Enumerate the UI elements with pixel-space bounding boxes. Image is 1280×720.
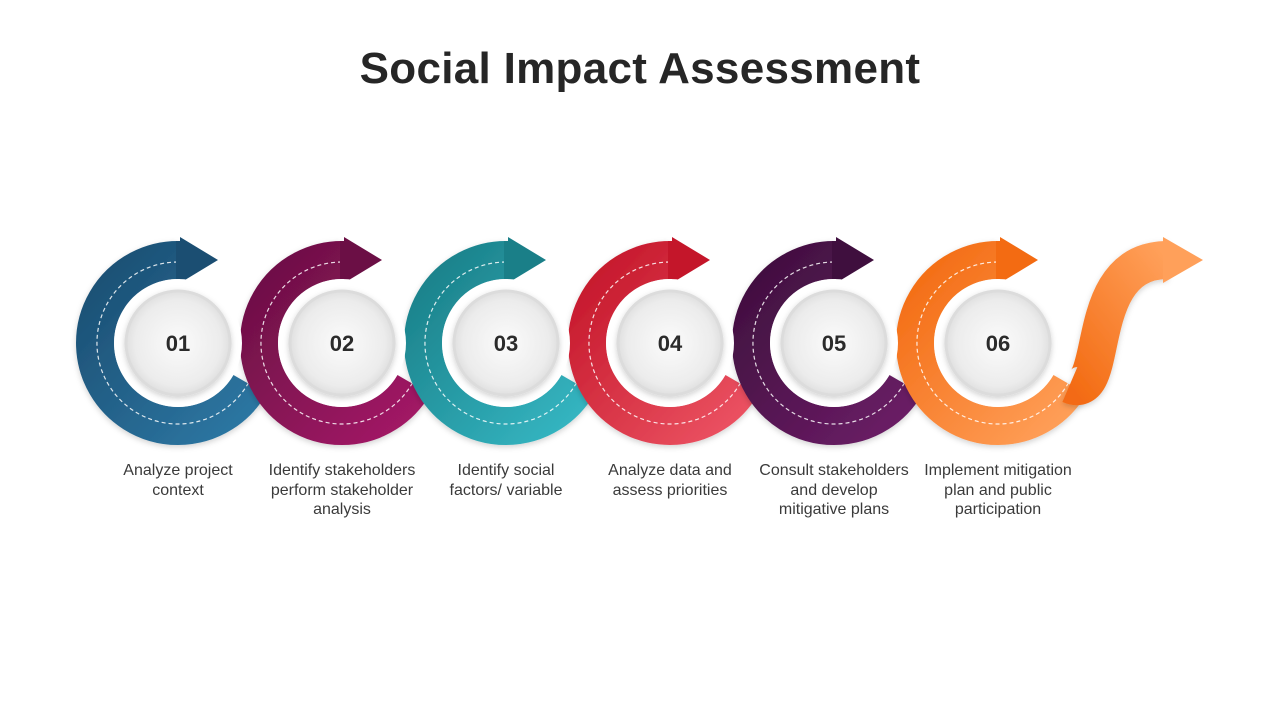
step-ring-01 <box>76 237 267 445</box>
arrow-head-icon <box>1163 237 1203 283</box>
step-number: 02 <box>330 331 354 356</box>
step-ring-04 <box>568 237 759 445</box>
final-arrow <box>1062 237 1203 405</box>
step-description: Implement mitigation plan and public par… <box>924 462 1072 518</box>
step-ring-03 <box>404 237 595 445</box>
step-number: 04 <box>658 331 683 356</box>
step-description: Identify social factors/ variable <box>449 462 563 499</box>
step-ring-02 <box>240 237 431 445</box>
step-ring-05 <box>732 237 923 445</box>
page-title: Social Impact Assessment <box>359 44 921 93</box>
arrow-head-icon <box>504 237 546 283</box>
step-ring-06 <box>896 237 1087 445</box>
step-badge-04: 04 <box>606 279 734 407</box>
step-badge-01: 01 <box>114 279 242 407</box>
step-badge-02: 02 <box>278 279 406 407</box>
arrow-head-icon <box>832 237 874 283</box>
step-number: 01 <box>166 331 190 356</box>
step-badge-06: 06 <box>934 279 1062 407</box>
step-description: Analyze project context <box>123 462 233 499</box>
step-badge-03: 03 <box>442 279 570 407</box>
step-description: Consult stakeholders and develop mitigat… <box>759 462 909 518</box>
step-description: Identify stakeholders perform stakeholde… <box>268 462 416 518</box>
step-description: Analyze data and assess priorities <box>608 462 732 499</box>
arrow-head-icon <box>996 237 1038 283</box>
step-number: 06 <box>986 331 1010 356</box>
step-number: 05 <box>822 331 846 356</box>
arrow-head-icon <box>668 237 710 283</box>
arrow-head-icon <box>176 237 218 283</box>
arrow-head-icon <box>340 237 382 283</box>
step-number: 03 <box>494 331 518 356</box>
step-badge-05: 05 <box>770 279 898 407</box>
